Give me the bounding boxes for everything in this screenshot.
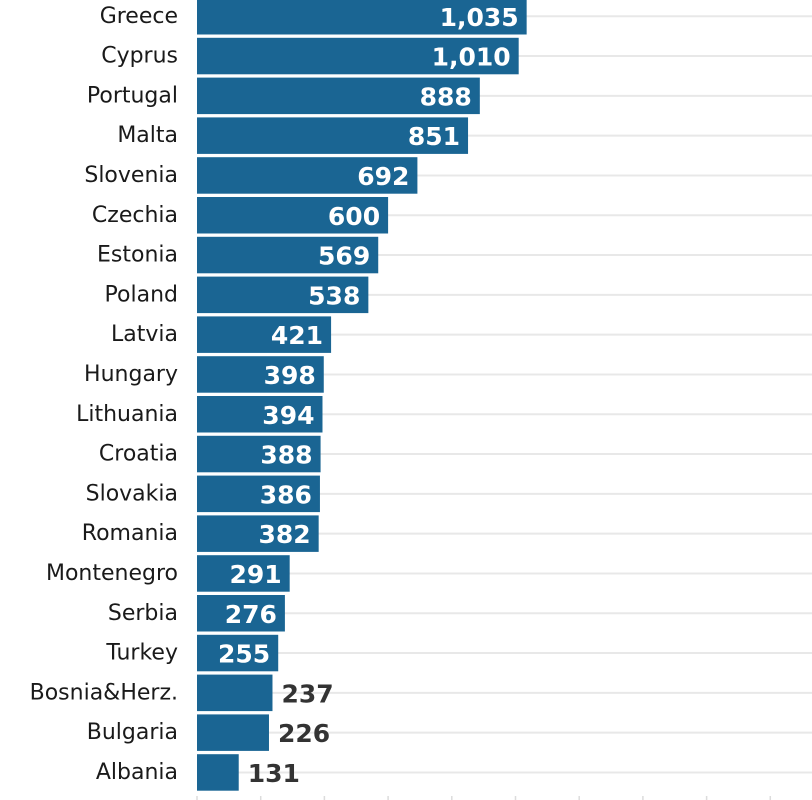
bar-14 (197, 555, 290, 592)
category-label-17: Bosnia&Herz. (30, 680, 178, 705)
bar-16 (197, 634, 279, 672)
value-label-9: 398 (264, 361, 316, 390)
category-label-18: Bulgaria (87, 720, 178, 745)
bar-1 (197, 37, 519, 75)
value-label-6: 569 (318, 242, 370, 271)
value-label-1: 1,010 (432, 43, 511, 72)
category-label-8: Latvia (111, 322, 178, 347)
category-label-0: Greece (100, 4, 178, 29)
bar-4 (197, 157, 418, 194)
bar-2 (197, 77, 480, 115)
value-label-17: 237 (281, 679, 333, 708)
value-label-19: 131 (248, 759, 300, 788)
category-label-2: Portugal (87, 83, 178, 108)
bars (197, 0, 527, 791)
category-label-3: Malta (117, 123, 178, 148)
value-label-10: 394 (262, 401, 314, 430)
category-label-4: Slovenia (84, 163, 178, 188)
category-label-10: Lithuania (76, 402, 178, 427)
category-label-11: Croatia (99, 442, 178, 467)
value-label-11: 388 (260, 441, 312, 470)
category-label-19: Albania (96, 760, 178, 785)
bar-12 (197, 475, 320, 513)
bar-8 (197, 316, 332, 353)
category-label-13: Romania (82, 521, 178, 546)
category-label-14: Montenegro (46, 561, 178, 586)
value-label-13: 382 (258, 520, 310, 549)
value-label-12: 386 (260, 480, 312, 509)
value-label-5: 600 (328, 202, 380, 231)
category-labels: Greece Cyprus Portugal Malta Slovenia Czechia… (30, 4, 178, 785)
value-label-0: 1,035 (440, 3, 519, 32)
value-label-16: 255 (218, 640, 270, 669)
value-label-3: 851 (408, 122, 460, 151)
bar-10 (197, 396, 323, 433)
category-label-7: Poland (105, 282, 178, 307)
value-label-2: 888 (420, 82, 472, 111)
bar-18 (197, 714, 269, 751)
category-label-12: Slovakia (86, 481, 178, 506)
value-label-18: 226 (278, 719, 330, 748)
category-label-15: Serbia (108, 601, 178, 626)
bar-9 (197, 356, 324, 393)
category-label-16: Turkey (105, 641, 178, 666)
value-label-7: 538 (308, 281, 360, 310)
bar-17 (197, 674, 273, 712)
bar-13 (197, 515, 319, 552)
value-label-4: 692 (357, 162, 409, 191)
axis-ticks (196, 796, 772, 800)
bar-3 (197, 117, 469, 154)
bar-7 (197, 276, 369, 314)
bar-0 (197, 0, 527, 35)
value-label-14: 291 (229, 560, 281, 589)
bar-19 (197, 754, 239, 791)
bar-5 (197, 197, 389, 234)
category-label-9: Hungary (84, 362, 178, 387)
bar-6 (197, 236, 379, 274)
category-label-6: Estonia (97, 243, 178, 268)
value-label-8: 421 (271, 321, 323, 350)
bar-11 (197, 435, 321, 473)
value-labels: 1,035 1,010 888 851 692 600 569 538 421 398 394 388… (218, 3, 519, 788)
bar-15 (197, 595, 285, 632)
value-label-15: 276 (225, 600, 277, 629)
category-label-1: Cyprus (101, 44, 178, 69)
category-label-5: Czechia (92, 203, 178, 228)
